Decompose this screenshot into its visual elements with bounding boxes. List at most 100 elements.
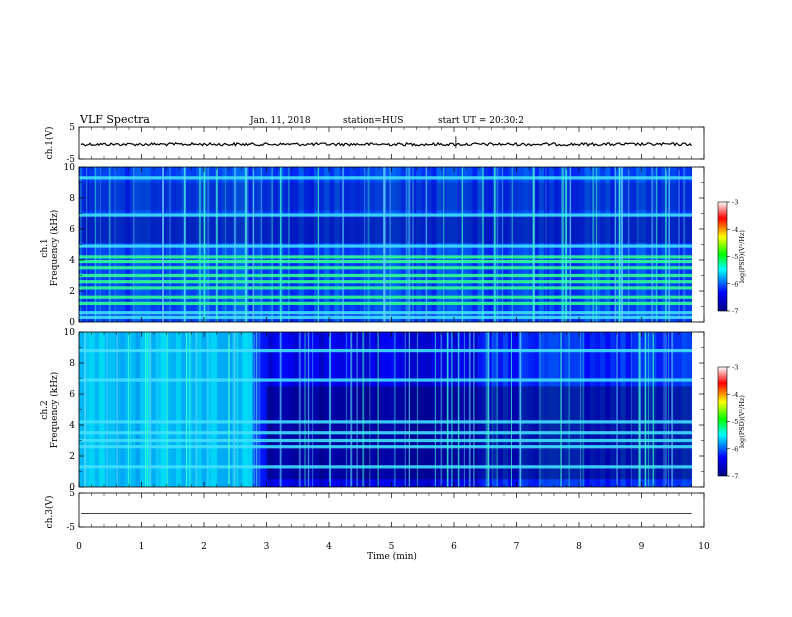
spectrogram-column [298, 332, 305, 487]
spectrogram-column [620, 332, 626, 487]
spectrogram-column [89, 332, 95, 487]
spectrogram-column [533, 332, 540, 487]
spectrogram-sferic [665, 167, 667, 322]
spectrogram-column [436, 332, 442, 487]
spectrogram-column [554, 332, 560, 487]
colorbar-label: log(PSD)(V²/Hz) [738, 395, 746, 448]
spectrogram-sferic [228, 332, 230, 487]
spectrogram-column [646, 332, 652, 487]
spectrogram-sferic [225, 167, 226, 322]
spectrogram-sferic [683, 167, 686, 322]
spectrogram-sferic [247, 167, 249, 322]
spectrogram-column [502, 332, 509, 487]
ch1-spec-ylabel: Frequency (kHz) [49, 210, 60, 287]
spectrogram-column [370, 332, 376, 487]
spectrogram-sferic [562, 167, 565, 322]
colorbar-tick-label: -7 [732, 473, 738, 481]
spectrogram-sferic [384, 167, 387, 322]
spectrogram-column [640, 332, 647, 487]
spectrogram-column [528, 332, 534, 487]
spectrogram-column [283, 332, 289, 487]
spectrogram-column [186, 332, 192, 487]
spectrogram-column [656, 332, 662, 487]
x-tick-label: 1 [139, 542, 145, 552]
spectrogram-column [206, 332, 213, 487]
spectrogram-column [160, 332, 167, 487]
ch2-colorbar: -3 -4 -5 -6 -7 log(PSD)(V²/Hz) [717, 364, 746, 481]
spectrogram-sferic [237, 332, 238, 487]
waveform-trace [80, 141, 692, 147]
spectrogram-column [559, 332, 565, 487]
spectrogram-sferic [495, 167, 496, 322]
y-tick-label: 4 [69, 421, 75, 431]
y-tick-label: -5 [66, 155, 75, 165]
spectrogram-column [543, 332, 550, 487]
spectrogram-sferic [215, 167, 218, 322]
colorbar-gradient [717, 366, 728, 477]
colorbar-tick-label: -6 [732, 280, 738, 288]
spectrogram-sferic [130, 332, 131, 487]
spectrogram-sferic [245, 167, 247, 322]
ch3-waveform-panel: 5 -5 [66, 489, 705, 533]
spectrogram-sferic [271, 167, 273, 322]
spectrogram-column [329, 332, 335, 487]
spectrogram-sferic [405, 167, 407, 322]
figure-title: VLF Spectra [79, 113, 150, 126]
colorbar-tick-label: -3 [732, 364, 738, 372]
spectrogram-sferic [450, 332, 453, 487]
colorbar-tick-label: -4 [732, 226, 738, 234]
x-tick-label: 3 [264, 542, 270, 552]
spectrogram-column [334, 332, 340, 487]
spectrogram-band [79, 431, 692, 435]
spectrogram-column [196, 332, 202, 487]
spectrogram-sferic [446, 332, 449, 487]
spectrogram-column [390, 332, 397, 487]
spectrogram-column [605, 332, 611, 487]
x-tick-label: 0 [76, 542, 82, 552]
y-tick-label: 2 [69, 452, 75, 462]
spectrogram-sferic [561, 167, 563, 322]
spectrogram-column [676, 332, 683, 487]
spectrogram-band [79, 255, 692, 259]
spectrogram-band [79, 378, 692, 382]
spectrogram-column [165, 332, 172, 487]
spectrogram-sferic [133, 167, 135, 322]
spectrogram-sferic [369, 332, 371, 487]
spectrogram-column [666, 332, 672, 487]
spectrogram-sferic [86, 167, 88, 322]
spectrogram-sferic [565, 167, 568, 322]
spectrogram-column [237, 332, 243, 487]
spectrogram-column [385, 332, 391, 487]
spectrogram-column [472, 332, 478, 487]
spectrogram-column [135, 332, 141, 487]
spectrogram-sferic [234, 167, 237, 322]
spectrogram-sferic [655, 167, 658, 322]
spectrogram-sferic [545, 167, 547, 322]
spectrogram-sferic [668, 332, 669, 487]
spectrogram-band [79, 266, 692, 270]
ch1-colorbar: -3 -4 -5 -6 -7 log(PSD)(V²/Hz) [717, 199, 746, 316]
spectrogram-band [79, 465, 692, 469]
spectrogram-column [222, 332, 228, 487]
spectrogram-sferic [145, 332, 146, 487]
spectrogram-sferic [189, 332, 191, 487]
spectrogram-sferic [234, 167, 236, 322]
y-tick-label: 2 [69, 287, 75, 297]
y-tick-label: 5 [69, 123, 75, 133]
spectrogram-sferic [502, 167, 504, 322]
spectrogram-sferic [383, 167, 385, 322]
spectrogram-sferic [252, 167, 255, 322]
y-tick-label: 5 [69, 489, 75, 499]
spectrogram-column [130, 332, 136, 487]
spectrogram-column [303, 332, 310, 487]
ch3-waveform-ylabel: ch.3(V) [44, 496, 55, 529]
x-tick-label: 9 [639, 542, 645, 552]
spectrogram-band [79, 315, 692, 319]
y-tick-label: 4 [69, 256, 75, 266]
spectrogram-sferic [416, 332, 419, 487]
date-label: Jan. 11, 2018 [249, 116, 311, 126]
spectrogram-column [411, 332, 417, 487]
spectrogram-column [150, 332, 156, 487]
y-tick-label: 8 [69, 359, 75, 369]
